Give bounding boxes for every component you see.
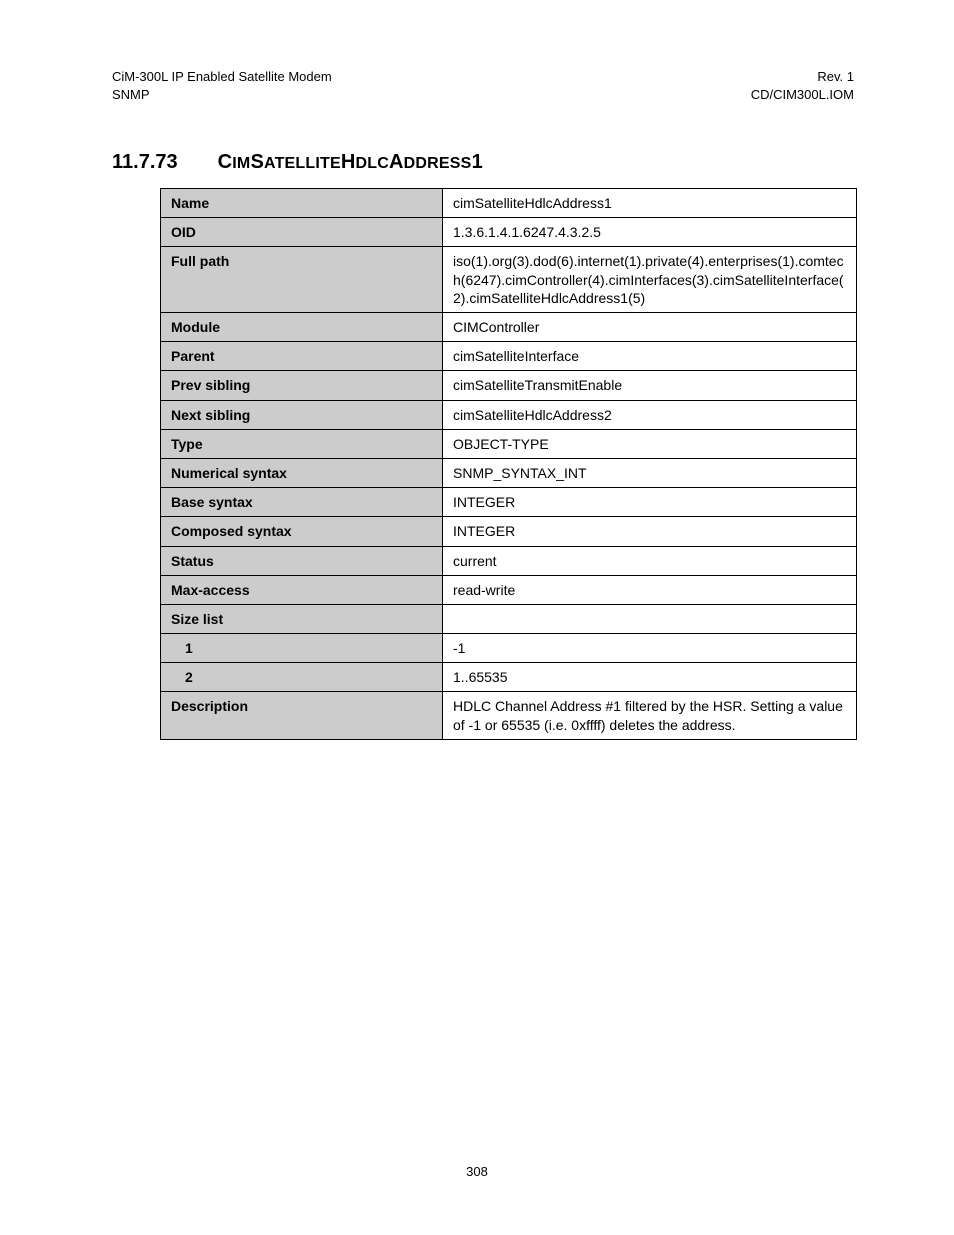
row-value: HDLC Channel Address #1 filtered by the … [443, 692, 857, 739]
section-number: 11.7.73 [112, 151, 178, 174]
header-revision: Rev. 1 [751, 68, 854, 86]
title-cap-3: A [389, 151, 404, 173]
title-cap-1: S [250, 151, 264, 173]
table-row: 1-1 [161, 634, 857, 663]
section-title: CIMSATELLITEHDLCADDRESS1 [218, 151, 483, 174]
row-value [443, 604, 857, 633]
table-row: 21..65535 [161, 663, 857, 692]
row-value: cimSatelliteTransmitEnable [443, 371, 857, 400]
title-cap-4: 1 [472, 151, 483, 173]
header-left: CiM-300L IP Enabled Satellite Modem SNMP [112, 68, 332, 103]
table-row: TypeOBJECT-TYPE [161, 429, 857, 458]
row-value: -1 [443, 634, 857, 663]
title-cap-2: H [341, 151, 356, 173]
row-label: Parent [161, 342, 443, 371]
table-row: ParentcimSatelliteInterface [161, 342, 857, 371]
row-label: Size list [161, 604, 443, 633]
row-value: INTEGER [443, 517, 857, 546]
title-rest-2: DLC [356, 155, 389, 172]
row-value: 1.3.6.1.4.1.6247.4.3.2.5 [443, 218, 857, 247]
page-number: 308 [0, 1164, 954, 1179]
row-label: Composed syntax [161, 517, 443, 546]
row-value: current [443, 546, 857, 575]
title-rest-3: DDRESS [404, 155, 472, 172]
row-value: CIMController [443, 313, 857, 342]
header-right: Rev. 1 CD/CIM300L.IOM [751, 68, 854, 103]
row-label: Max-access [161, 575, 443, 604]
table-row: Composed syntaxINTEGER [161, 517, 857, 546]
spec-table-body: NamecimSatelliteHdlcAddress1OID1.3.6.1.4… [161, 189, 857, 740]
row-label: Next sibling [161, 400, 443, 429]
table-row: Max-accessread-write [161, 575, 857, 604]
header-product: CiM-300L IP Enabled Satellite Modem [112, 68, 332, 86]
table-row: NamecimSatelliteHdlcAddress1 [161, 189, 857, 218]
section-heading: 11.7.73 CIMSATELLITEHDLCADDRESS1 [112, 151, 854, 174]
table-row: Statuscurrent [161, 546, 857, 575]
row-value: OBJECT-TYPE [443, 429, 857, 458]
table-row: OID1.3.6.1.4.1.6247.4.3.2.5 [161, 218, 857, 247]
title-rest-0: IM [232, 155, 250, 172]
row-value: read-write [443, 575, 857, 604]
page-header: CiM-300L IP Enabled Satellite Modem SNMP… [112, 68, 854, 103]
table-row: Size list [161, 604, 857, 633]
row-label: Description [161, 692, 443, 739]
table-row: ModuleCIMController [161, 313, 857, 342]
title-rest-1: ATELLITE [264, 155, 341, 172]
row-label: Prev sibling [161, 371, 443, 400]
row-label: 2 [161, 663, 443, 692]
document-page: CiM-300L IP Enabled Satellite Modem SNMP… [0, 0, 954, 740]
row-value: INTEGER [443, 488, 857, 517]
spec-table: NamecimSatelliteHdlcAddress1OID1.3.6.1.4… [160, 188, 857, 740]
table-row: Numerical syntaxSNMP_SYNTAX_INT [161, 458, 857, 487]
header-docid: CD/CIM300L.IOM [751, 86, 854, 104]
row-label: Name [161, 189, 443, 218]
header-section: SNMP [112, 86, 332, 104]
row-value: cimSatelliteInterface [443, 342, 857, 371]
row-label: Status [161, 546, 443, 575]
table-row: DescriptionHDLC Channel Address #1 filte… [161, 692, 857, 739]
row-label: OID [161, 218, 443, 247]
row-value: cimSatelliteHdlcAddress2 [443, 400, 857, 429]
row-label: Type [161, 429, 443, 458]
table-row: Next siblingcimSatelliteHdlcAddress2 [161, 400, 857, 429]
row-value: 1..65535 [443, 663, 857, 692]
table-row: Prev siblingcimSatelliteTransmitEnable [161, 371, 857, 400]
table-row: Base syntaxINTEGER [161, 488, 857, 517]
row-value: SNMP_SYNTAX_INT [443, 458, 857, 487]
row-label: Full path [161, 247, 443, 313]
row-label: Module [161, 313, 443, 342]
table-row: Full pathiso(1).org(3).dod(6).internet(1… [161, 247, 857, 313]
row-value: iso(1).org(3).dod(6).internet(1).private… [443, 247, 857, 313]
row-label: 1 [161, 634, 443, 663]
row-value: cimSatelliteHdlcAddress1 [443, 189, 857, 218]
row-label: Base syntax [161, 488, 443, 517]
row-label: Numerical syntax [161, 458, 443, 487]
title-cap-0: C [218, 151, 233, 173]
